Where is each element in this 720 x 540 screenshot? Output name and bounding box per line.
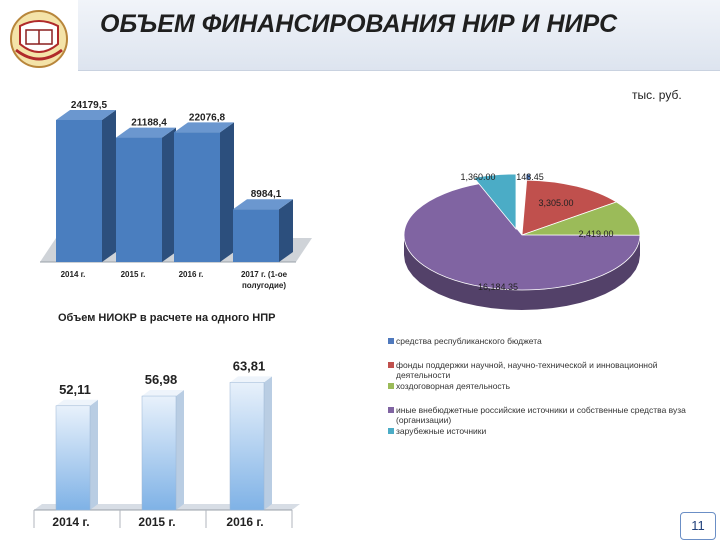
bar-category-label: 2015 г. bbox=[121, 270, 146, 279]
bar bbox=[116, 137, 162, 262]
bar-side bbox=[279, 199, 293, 262]
npr-bar-value-label: 56,98 bbox=[145, 372, 178, 387]
legend-swatch bbox=[388, 338, 394, 344]
bar-category-label: 2014 г. bbox=[61, 270, 86, 279]
npr-chart-title: Объем НИОКР в расчете на одного НПР bbox=[58, 312, 276, 324]
npr-bar-side bbox=[264, 376, 272, 510]
university-emblem-icon bbox=[6, 6, 72, 72]
pie-slice-side bbox=[404, 235, 640, 310]
legend-item: иные внебюджетные российские источники и… bbox=[388, 405, 688, 425]
legend-swatch bbox=[388, 362, 394, 368]
npr-bar-category-label: 2015 г. bbox=[138, 515, 175, 529]
bar-category-label: 2016 г. bbox=[179, 270, 204, 279]
legend-swatch bbox=[388, 383, 394, 389]
legend-item: фонды поддержки научной, научно-техничес… bbox=[388, 360, 688, 380]
npr-bar-top bbox=[230, 376, 272, 383]
legend-swatch bbox=[388, 407, 394, 413]
pie-value-label: 2,419.00 bbox=[578, 229, 613, 239]
bar-side bbox=[220, 122, 234, 262]
pie-slice bbox=[403, 183, 641, 291]
npr-bar-value-label: 52,11 bbox=[59, 382, 91, 397]
legend-label: иные внебюджетные российские источники и… bbox=[396, 405, 686, 425]
legend-swatch bbox=[388, 428, 394, 434]
page-title: ОБЪЕМ ФИНАНСИРОВАНИЯ НИР И НИРС bbox=[100, 10, 618, 38]
pie-slice bbox=[521, 179, 618, 236]
legend-label: хоздоговорная деятельность bbox=[396, 381, 510, 391]
bar bbox=[233, 209, 279, 262]
pie-value-label: 1,360.00 bbox=[460, 172, 495, 182]
bar-top bbox=[233, 199, 293, 210]
pie-value-label: 148.45 bbox=[516, 172, 544, 182]
bar-value-label: 21188,4 bbox=[131, 118, 167, 129]
npr-bar-side bbox=[176, 390, 184, 510]
bar-side bbox=[162, 127, 176, 262]
legend-label: фонды поддержки научной, научно-техничес… bbox=[396, 360, 658, 380]
npr-bar bbox=[229, 382, 265, 511]
pie-slice bbox=[521, 201, 641, 236]
page-number: 11 bbox=[691, 518, 705, 533]
bar-value-label: 22076,8 bbox=[189, 112, 226, 123]
pie-value-label: 16,184.35 bbox=[478, 282, 518, 292]
legend-item: хоздоговорная деятельность bbox=[388, 381, 688, 391]
npr-bar-top bbox=[142, 390, 184, 397]
npr-bar-category-label: 2016 г. bbox=[226, 515, 263, 529]
legend-label: средства республиканского бюджета bbox=[396, 336, 542, 346]
npr-bar bbox=[55, 405, 91, 511]
bar-category-label: 2017 г. (1-ое bbox=[241, 270, 288, 279]
header-band bbox=[78, 0, 720, 71]
bar-category-label-line2: полугодие) bbox=[242, 281, 286, 290]
pie-value-label: 3,305.00 bbox=[538, 198, 573, 208]
legend-item: зарубежные источники bbox=[388, 426, 688, 436]
bar bbox=[174, 132, 220, 262]
npr-bar-side bbox=[90, 399, 98, 510]
page-number-badge: 11 bbox=[680, 512, 716, 540]
bar-value-label: 8984,1 bbox=[251, 189, 282, 200]
bar-top bbox=[116, 127, 176, 138]
npr-bar-value-label: 63,81 bbox=[233, 358, 266, 373]
legend-item: средства республиканского бюджета bbox=[388, 336, 688, 346]
bar-top bbox=[174, 122, 234, 133]
pie-legend: средства республиканского бюджета фонды п… bbox=[388, 336, 688, 450]
bar-value-label: 24179,5 bbox=[71, 100, 108, 111]
bar-side bbox=[102, 110, 116, 262]
bar-top bbox=[56, 110, 116, 120]
pie-slice bbox=[473, 173, 517, 231]
legend-label: зарубежные источники bbox=[396, 426, 487, 436]
bar bbox=[56, 120, 102, 262]
units-label: тыс. руб. bbox=[632, 88, 682, 102]
npr-bar-category-label: 2014 г. bbox=[52, 515, 89, 529]
npr-bar-top bbox=[56, 399, 98, 406]
npr-bar bbox=[141, 395, 177, 511]
